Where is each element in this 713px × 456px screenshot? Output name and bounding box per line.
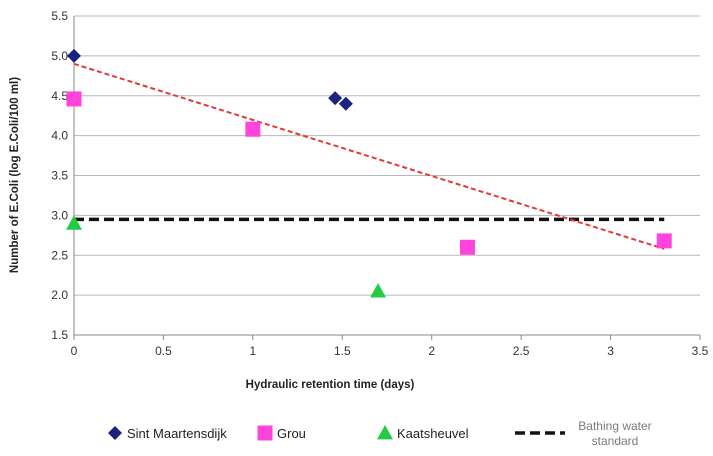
x-tick-label: 2 <box>428 344 435 358</box>
y-axis-title: Number of E.Coli (log E.Coli/100 ml) <box>9 77 21 273</box>
y-tick-label: 2.0 <box>51 288 68 302</box>
y-tick-label: 4.5 <box>51 89 68 103</box>
y-tick-label: 1.5 <box>51 328 68 342</box>
y-tick-label: 3.0 <box>51 208 68 222</box>
grou-point <box>245 121 261 137</box>
legend-marker-grou <box>257 425 273 441</box>
legend-label-kaatsheuvel: Kaatsheuvel <box>397 426 469 441</box>
legend-label-sint-maartensdijk: Sint Maartensdijk <box>127 426 227 441</box>
legend-marker-kaatsheuvel <box>377 425 393 440</box>
trendline <box>73 62 665 250</box>
sint-maartensdijk-point <box>338 96 353 111</box>
x-tick-label: 3.5 <box>692 344 709 358</box>
grou-point <box>459 239 475 255</box>
grou-point <box>656 233 672 249</box>
x-tick-label: 3 <box>607 344 614 358</box>
grou-point <box>66 91 82 107</box>
sint-maartensdijk-point <box>328 91 343 106</box>
x-tick-label: 0 <box>71 344 78 358</box>
kaatsheuvel-point <box>66 215 82 230</box>
y-tick-label: 3.5 <box>51 169 68 183</box>
x-tick-label: 1.5 <box>334 344 351 358</box>
x-axis-title: Hydraulic retention time (days) <box>246 379 415 391</box>
kaatsheuvel-point <box>370 283 387 298</box>
y-tick-label: 2.5 <box>51 248 68 262</box>
x-tick-label: 2.5 <box>513 344 530 358</box>
y-tick-label: 5.5 <box>51 9 68 23</box>
x-tick-label: 0.5 <box>155 344 172 358</box>
y-tick-label: 4.0 <box>51 129 68 143</box>
x-tick-label: 1 <box>250 344 257 358</box>
legend: Sint Maartensdijk Grou Kaatsheuvel Bathing … <box>108 419 652 448</box>
sint-maartensdijk-point <box>67 48 81 63</box>
legend-label-bathing-water: Bathing water <box>578 419 651 433</box>
axes-layer: 1.5 2.0 2.5 3.0 3.5 4.0 4.5 5.0 5.5 0 0.5 1 1.5 2 2.5 3… <box>51 9 708 358</box>
legend-marker-sint-maartensdijk <box>108 426 122 440</box>
y-tick-label: 5.0 <box>51 49 68 63</box>
points-layer <box>66 48 672 298</box>
reference-layer <box>73 62 665 250</box>
legend-label-grou: Grou <box>277 426 306 441</box>
grid-layer <box>74 15 700 336</box>
legend-label-standard: standard <box>592 434 639 448</box>
